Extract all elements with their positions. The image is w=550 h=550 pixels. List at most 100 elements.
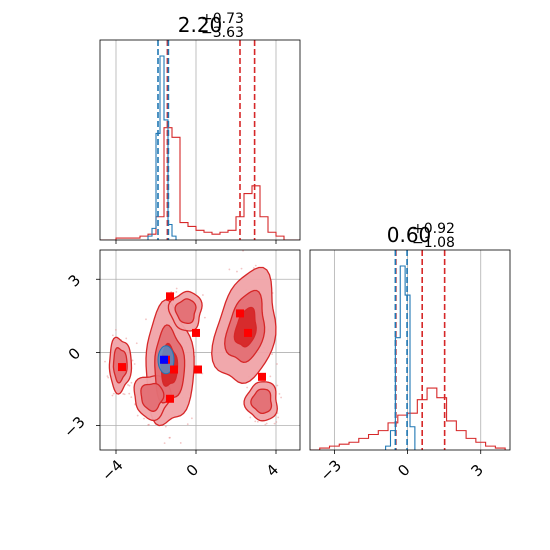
joint-sample-dot xyxy=(107,376,110,379)
joint-red-point xyxy=(244,328,252,337)
joint-sample-dot xyxy=(265,422,268,425)
joint-sample-dot xyxy=(145,318,147,321)
joint-sample-dot xyxy=(242,250,244,252)
joint-sample-dot xyxy=(254,420,257,423)
joint-sample-dot xyxy=(136,414,139,417)
joint-contour-inner xyxy=(233,306,257,348)
joint-sample-dot xyxy=(125,337,128,340)
joint-y-tick-labels: 3 0 −3 xyxy=(60,271,88,441)
joint-sample-dot xyxy=(130,396,133,399)
joint-sample-dot xyxy=(104,360,106,363)
joint-sample-dot xyxy=(249,416,252,419)
joint-sample-dot xyxy=(240,267,243,270)
joint-sample-dot xyxy=(147,424,150,426)
joint-red-point xyxy=(192,328,200,337)
marginal-1-title-value: 2.20 xyxy=(178,13,223,37)
marginal-panel-param-2: 0.60 +0.92 −1.08 −3 0 3 xyxy=(309,221,511,485)
joint-sample-dot xyxy=(252,267,255,269)
joint-panel: −4 0 4 3 0 −3 xyxy=(60,249,301,485)
joint-sample-dot xyxy=(202,294,204,296)
marginal-2-x-tick-label: 3 xyxy=(467,461,486,480)
marginal-2-ticks xyxy=(333,450,482,454)
joint-sample-dot xyxy=(163,442,166,445)
marginal-1-hist-series-1 xyxy=(147,55,177,240)
joint-y-tick-label: 3 xyxy=(65,271,84,290)
marginal-2-x-tick-labels: −3 0 3 xyxy=(317,456,487,484)
marginal-1-title-lower: −3.63 xyxy=(201,25,244,41)
joint-sample-dot xyxy=(190,417,193,420)
joint-frame xyxy=(99,249,301,451)
joint-sample-dot xyxy=(111,334,114,337)
joint-sample-dot xyxy=(273,422,276,425)
marginal-2-frame xyxy=(309,249,511,451)
marginal-2-quantile-lines xyxy=(394,250,446,450)
joint-sample-dot xyxy=(127,384,129,386)
joint-red-point xyxy=(166,394,174,403)
marginal-1-grid xyxy=(115,40,277,240)
joint-ticks xyxy=(96,278,277,454)
joint-red-point xyxy=(118,363,126,372)
marginal-2-title: 0.60 xyxy=(387,223,432,247)
joint-sample-dot xyxy=(203,316,206,319)
joint-sample-dot xyxy=(275,421,278,423)
joint-sample-dot xyxy=(111,394,114,397)
marginal-1-histograms xyxy=(100,55,300,240)
joint-sample-dot xyxy=(114,328,117,331)
marginal-2-title-value: 0.60 xyxy=(387,223,432,247)
joint-sample-dot xyxy=(164,425,167,428)
marginal-2-title-upper: +0.92 xyxy=(412,221,455,237)
marginal-panel-param-1: 2.20 +0.73 −3.63 xyxy=(99,11,301,244)
joint-x-tick-label: −4 xyxy=(98,456,126,484)
marginal-1-title: 2.20 xyxy=(178,13,223,37)
joint-red-point xyxy=(258,372,266,381)
joint-sample-dot xyxy=(246,386,249,389)
joint-sample-dot xyxy=(276,363,278,365)
joint-sample-dot xyxy=(128,392,131,395)
joint-contour-middle xyxy=(250,388,273,415)
joint-contour-middle xyxy=(140,382,165,412)
joint-sample-dot xyxy=(264,423,267,426)
joint-sample-dot xyxy=(179,442,182,444)
marginal-1-hist-series-0 xyxy=(100,127,300,240)
joint-sample-dot xyxy=(186,423,189,426)
marginal-1-quantile-lines xyxy=(157,40,256,240)
joint-sample-dot xyxy=(276,384,279,387)
joint-sample-dot xyxy=(169,436,171,439)
joint-sample-dot xyxy=(130,381,133,384)
joint-sample-dot xyxy=(277,416,280,419)
joint-sample-dot xyxy=(122,392,125,395)
joint-y-tick-label: 0 xyxy=(65,344,84,363)
joint-sample-dot xyxy=(175,291,178,293)
marginal-1-title-upper: +0.73 xyxy=(201,11,244,27)
joint-sample-dot xyxy=(278,393,281,395)
marginal-1-frame xyxy=(99,39,301,241)
marginal-2-title-lower: −1.08 xyxy=(412,235,455,251)
marginal-2-hist-series-1 xyxy=(385,265,416,450)
joint-sample-dot xyxy=(228,268,231,271)
joint-sample-dot xyxy=(131,359,134,362)
joint-x-tick-label: 0 xyxy=(183,461,202,480)
joint-x-tick-labels: −4 0 4 xyxy=(98,456,282,484)
joint-sample-dot xyxy=(236,270,238,273)
joint-red-point xyxy=(236,309,244,318)
joint-red-point xyxy=(194,365,202,374)
joint-sample-dot xyxy=(280,396,283,399)
joint-blue-point xyxy=(160,355,168,364)
joint-sample-dot xyxy=(133,363,136,365)
joint-red-point xyxy=(166,292,174,301)
joint-sample-dot xyxy=(128,384,131,387)
joint-y-tick-label: −3 xyxy=(60,413,88,441)
marginal-2-x-tick-label: 0 xyxy=(394,461,413,480)
joint-sample-dot xyxy=(106,375,109,378)
marginal-2-x-tick-label: −3 xyxy=(317,456,345,484)
joint-sample-dot xyxy=(123,393,126,396)
joint-sample-dot xyxy=(175,287,178,290)
joint-blue-points xyxy=(160,355,168,364)
joint-x-tick-label: 4 xyxy=(263,461,282,480)
joint-sample-dot xyxy=(143,417,145,420)
joint-sample-dot xyxy=(256,420,259,423)
joint-sample-dot xyxy=(254,264,257,267)
joint-sample-dot xyxy=(271,353,273,355)
joint-contour-middle xyxy=(174,298,197,325)
joint-sample-dot xyxy=(112,392,115,395)
